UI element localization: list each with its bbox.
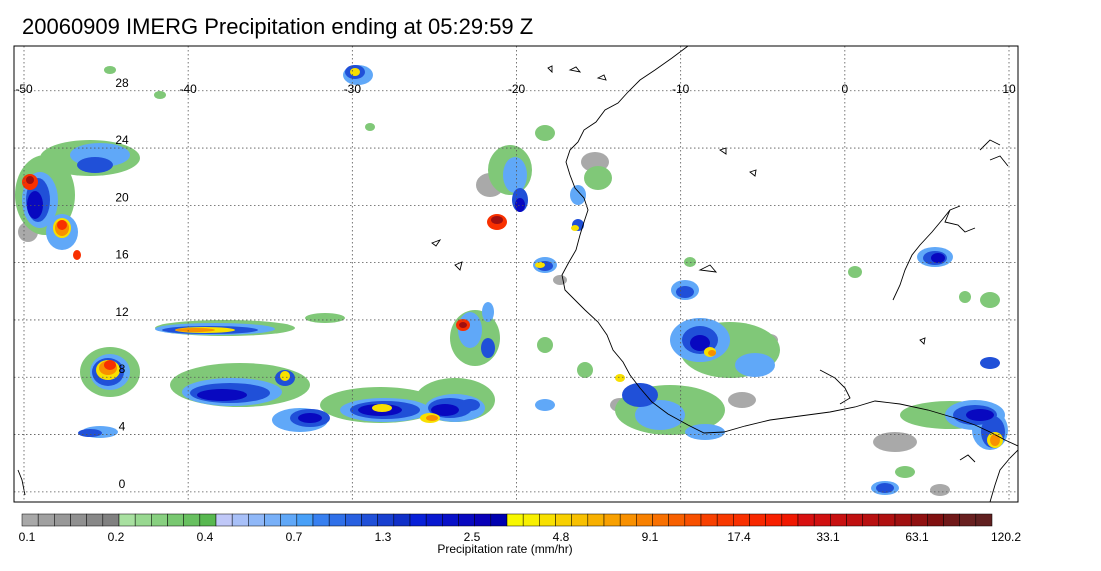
colorbar-swatch <box>716 513 734 527</box>
colorbar-swatch <box>927 513 944 527</box>
colorbar-swatch <box>522 513 540 527</box>
precipitation-field <box>15 65 1008 496</box>
colorbar-swatch <box>54 513 71 527</box>
lon-tick-label: 0 <box>841 82 848 96</box>
colorbar-swatch <box>377 513 395 527</box>
colorbar-swatch <box>37 513 55 527</box>
lat-tick-label: 12 <box>115 305 129 319</box>
colorbar-swatch <box>118 513 136 527</box>
colorbar-tick-label: 1.3 <box>375 530 392 544</box>
colorbar-tick-label: 33.1 <box>816 530 840 544</box>
colorbar-swatch <box>830 513 847 527</box>
colorbar-tick-label: 4.8 <box>553 530 570 544</box>
colorbar-tick-label: 120.2 <box>991 530 1021 544</box>
lat-tick-label: 20 <box>115 190 129 204</box>
colorbar-swatch <box>183 513 201 527</box>
colorbar-swatch <box>894 513 912 527</box>
lon-tick-label: 10 <box>1002 82 1016 96</box>
lon-tick-label: -20 <box>508 82 526 96</box>
colorbar-swatch <box>943 513 960 527</box>
colorbar-swatch <box>458 513 475 527</box>
colorbar-swatch <box>312 513 330 527</box>
colorbar-swatch <box>474 513 492 527</box>
colorbar-tick-label: 0.1 <box>19 530 36 544</box>
colorbar-swatch <box>636 513 653 527</box>
colorbar-swatch <box>442 513 459 527</box>
colorbar-swatch <box>587 513 605 527</box>
colorbar-tick-label: 2.5 <box>464 530 481 544</box>
colorbar-swatch <box>733 513 750 527</box>
colorbar-swatch <box>264 513 281 527</box>
colorbar-swatch <box>603 513 621 527</box>
colorbar: 0.1 0.2 0.4 0.7 1.3 2.5 4.8 9.1 17.4 33.1 63.1 120.… <box>19 513 1021 544</box>
lon-tick-label: -50 <box>15 82 33 96</box>
colorbar-swatch <box>619 513 637 527</box>
colorbar-swatch <box>361 513 378 527</box>
colorbar-swatch <box>280 513 298 527</box>
colorbar-swatch <box>878 513 896 527</box>
colorbar-tick-label: 0.4 <box>197 530 214 544</box>
lat-tick-label: 16 <box>115 248 129 262</box>
map-tick-labels: -50 -40 -30 -20 -10 0 10 28 24 20 16 12 8 4 0 <box>15 76 1016 491</box>
colorbar-title: Precipitation rate (mm/hr) <box>437 542 572 556</box>
colorbar-swatch <box>862 513 880 527</box>
colorbar-swatch <box>797 513 815 527</box>
colorbar-swatch <box>506 513 524 527</box>
colorbar-swatch <box>86 513 104 527</box>
colorbar-swatch <box>910 513 928 527</box>
colorbar-swatch <box>652 513 669 527</box>
lat-tick-label: 0 <box>119 477 126 491</box>
colorbar-swatch <box>70 513 87 527</box>
colorbar-swatch <box>539 513 556 527</box>
lat-tick-label: 24 <box>115 133 129 147</box>
colorbar-swatch <box>668 513 686 527</box>
colorbar-swatch <box>345 513 362 527</box>
colorbar-swatch <box>199 513 217 527</box>
colorbar-swatch <box>215 513 233 527</box>
colorbar-swatch <box>393 513 411 527</box>
colorbar-tick-label: 9.1 <box>642 530 659 544</box>
lat-tick-label: 8 <box>119 362 126 376</box>
colorbar-swatch <box>328 513 346 527</box>
colorbar-swatch <box>700 513 718 527</box>
map-title: 20060909 IMERG Precipitation ending at 0… <box>22 14 534 39</box>
colorbar-swatch <box>296 513 314 527</box>
colorbar-swatch <box>231 513 249 527</box>
lon-tick-label: -30 <box>344 82 362 96</box>
colorbar-swatch <box>749 513 766 527</box>
colorbar-tick-label: 0.2 <box>108 530 125 544</box>
colorbar-swatch <box>248 513 265 527</box>
map-frame <box>13 45 1019 503</box>
lat-tick-label: 28 <box>115 76 129 90</box>
lat-tick-label: 4 <box>119 420 126 434</box>
colorbar-tick-label: 0.7 <box>286 530 303 544</box>
colorbar-swatch <box>959 513 977 527</box>
colorbar-tick-label: 63.1 <box>905 530 929 544</box>
colorbar-swatch <box>765 513 783 527</box>
coastline <box>17 46 1018 502</box>
colorbar-swatch <box>684 513 702 527</box>
colorbar-swatch <box>102 513 120 527</box>
lon-tick-label: -10 <box>672 82 690 96</box>
colorbar-swatch <box>846 513 863 527</box>
colorbar-swatch <box>409 513 427 527</box>
colorbar-swatch <box>975 513 993 527</box>
map-gridlines <box>14 46 1018 502</box>
colorbar-swatch <box>151 513 168 527</box>
colorbar-tick-label: 17.4 <box>727 530 751 544</box>
colorbar-swatch <box>134 513 152 527</box>
lon-tick-label: -40 <box>179 82 197 96</box>
colorbar-swatch <box>167 513 184 527</box>
colorbar-swatch <box>21 513 39 527</box>
colorbar-swatch <box>781 513 799 527</box>
colorbar-swatch <box>813 513 831 527</box>
colorbar-swatch <box>571 513 589 527</box>
colorbar-swatch <box>490 513 508 527</box>
colorbar-swatch <box>425 513 443 527</box>
colorbar-swatch <box>555 513 572 527</box>
